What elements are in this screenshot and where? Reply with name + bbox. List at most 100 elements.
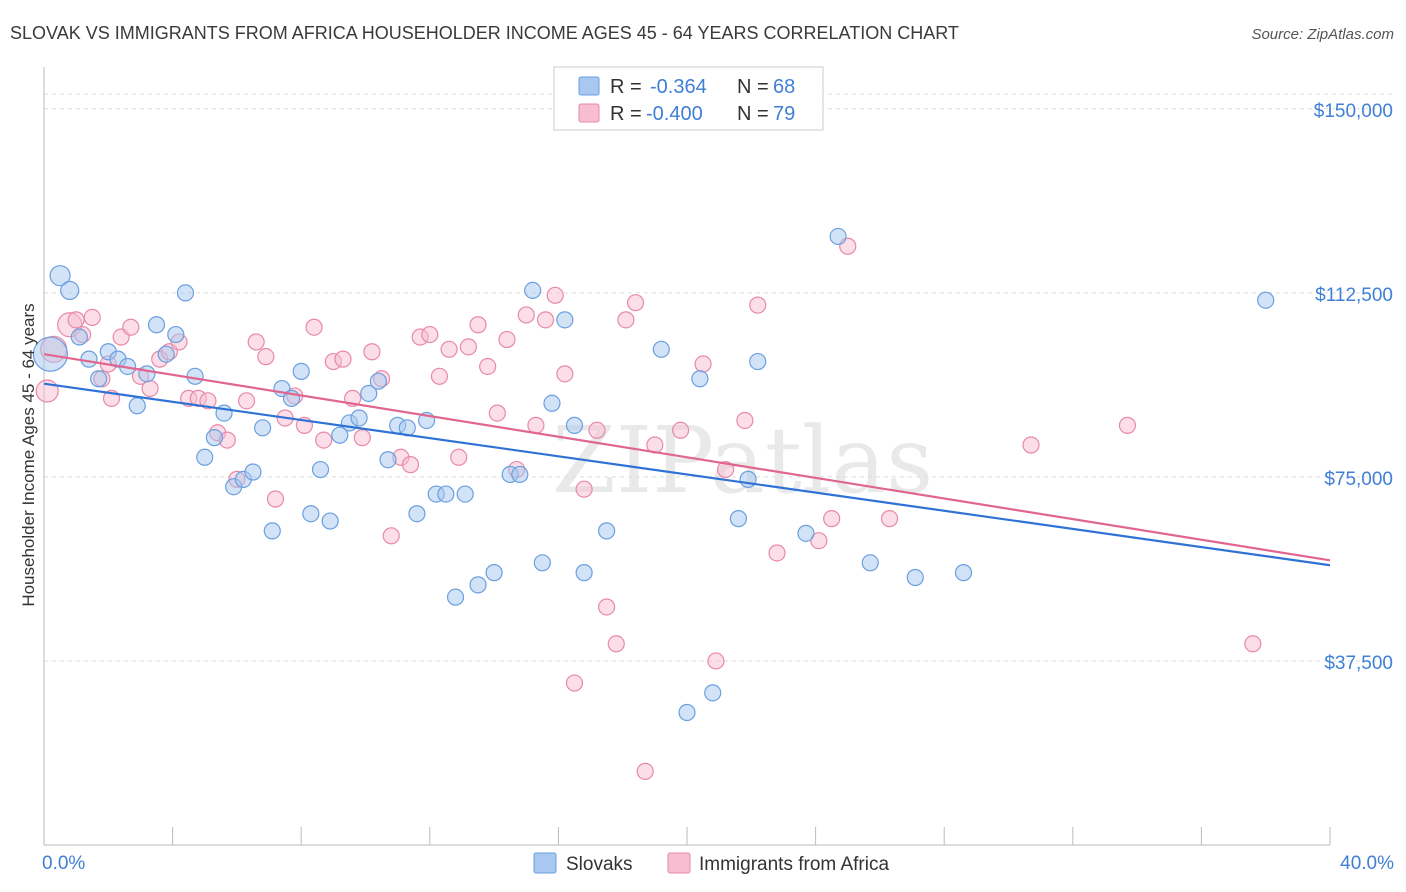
point-africa-69 bbox=[768, 544, 786, 562]
point-slovaks-38 bbox=[408, 505, 426, 523]
chart-source: Source: ZipAtlas.com bbox=[1251, 26, 1394, 43]
legend-swatch-africa bbox=[578, 103, 600, 123]
point-slovaks-50 bbox=[543, 394, 561, 412]
point-africa-71 bbox=[823, 510, 841, 528]
point-africa-42 bbox=[450, 448, 468, 466]
y-tick-label-2: $112,500 bbox=[1315, 285, 1393, 306]
point-africa-27 bbox=[305, 318, 323, 336]
point-africa-56 bbox=[588, 421, 606, 439]
point-africa-41 bbox=[440, 340, 458, 358]
point-slovaks-13 bbox=[167, 325, 185, 344]
axes bbox=[43, 67, 1331, 846]
legend-n-value-slovaks: 68 bbox=[773, 76, 795, 98]
point-slovaks-16 bbox=[196, 448, 214, 466]
point-africa-54 bbox=[565, 674, 584, 692]
point-slovaks-26 bbox=[292, 362, 310, 380]
point-africa-45 bbox=[479, 357, 497, 376]
point-africa-64 bbox=[694, 355, 712, 373]
legend-n-value-africa: 79 bbox=[773, 103, 795, 125]
point-slovaks-57 bbox=[691, 370, 709, 388]
point-slovaks-59 bbox=[729, 510, 748, 528]
point-africa-60 bbox=[626, 294, 645, 312]
point-slovaks-49 bbox=[533, 554, 551, 572]
point-slovaks-45 bbox=[485, 564, 503, 582]
point-slovaks-10 bbox=[138, 365, 156, 383]
point-slovaks-27 bbox=[302, 505, 320, 523]
legend-swatch-slovaks bbox=[578, 76, 600, 96]
y-axis-label: Householder Income Ages 45 - 64 years bbox=[19, 303, 38, 606]
point-africa-77 bbox=[67, 311, 85, 329]
point-slovaks-29 bbox=[321, 512, 339, 530]
point-africa-46 bbox=[488, 404, 506, 422]
point-slovaks-65 bbox=[906, 568, 924, 587]
point-slovaks-9 bbox=[128, 397, 146, 415]
point-slovaks-30 bbox=[331, 426, 349, 444]
y-tick-label-1: $75,000 bbox=[1324, 469, 1393, 490]
point-africa-74 bbox=[1022, 436, 1040, 454]
point-africa-76 bbox=[1244, 635, 1262, 653]
point-slovaks-64 bbox=[861, 554, 879, 572]
point-slovaks-1 bbox=[49, 265, 71, 287]
point-africa-47 bbox=[498, 330, 516, 349]
stats-legend: R = -0.364 N = 68 R = -0.400 N = 79 bbox=[553, 66, 824, 131]
point-slovaks-63 bbox=[829, 227, 847, 246]
point-africa-35 bbox=[382, 527, 400, 545]
point-slovaks-35 bbox=[379, 451, 397, 469]
bottom-legend-label-slovaks: Slovaks bbox=[566, 854, 633, 875]
bottom-legend-swatch-slovaks bbox=[533, 852, 557, 874]
point-africa-61 bbox=[636, 762, 654, 780]
point-africa-33 bbox=[363, 343, 381, 361]
point-africa-30 bbox=[334, 350, 352, 368]
point-slovaks-15 bbox=[186, 367, 204, 385]
point-africa-65 bbox=[707, 652, 725, 670]
point-slovaks-62 bbox=[797, 524, 815, 542]
point-africa-67 bbox=[736, 411, 754, 430]
point-slovaks-34 bbox=[369, 372, 387, 390]
point-slovaks-3 bbox=[70, 328, 88, 346]
point-africa-57 bbox=[598, 598, 616, 616]
legend-r-label-slovaks: R = bbox=[610, 76, 642, 98]
point-africa-50 bbox=[527, 416, 545, 434]
chart-title: SLOVAK VS IMMIGRANTS FROM AFRICA HOUSEHO… bbox=[10, 23, 959, 43]
bottom-legend-label-africa: Immigrants from Africa bbox=[699, 854, 889, 875]
point-slovaks-47 bbox=[511, 465, 529, 484]
point-slovaks-66 bbox=[954, 564, 973, 582]
point-africa-49 bbox=[517, 306, 535, 324]
point-africa-22 bbox=[257, 348, 275, 366]
point-slovaks-55 bbox=[652, 340, 670, 358]
point-africa-32 bbox=[353, 429, 371, 447]
point-africa-53 bbox=[556, 365, 574, 383]
point-slovaks-33 bbox=[360, 384, 378, 403]
point-africa-16 bbox=[199, 392, 217, 410]
point-africa-66 bbox=[716, 460, 735, 479]
legend-n-label-africa: N = bbox=[737, 103, 769, 125]
gridlines bbox=[44, 93, 1394, 662]
point-africa-63 bbox=[671, 421, 690, 439]
point-africa-55 bbox=[575, 480, 593, 498]
point-africa-73 bbox=[880, 510, 899, 528]
point-slovaks-67 bbox=[1257, 291, 1275, 309]
point-africa-44 bbox=[469, 316, 487, 334]
point-africa-4 bbox=[83, 308, 101, 326]
point-africa-40 bbox=[430, 367, 449, 385]
point-africa-68 bbox=[749, 296, 767, 314]
series-slovaks bbox=[32, 227, 1275, 722]
bottom-legend-swatch-africa bbox=[667, 852, 691, 874]
point-slovaks-54 bbox=[598, 522, 616, 540]
y-tick-label-0: $37,500 bbox=[1324, 653, 1393, 674]
point-slovaks-28 bbox=[311, 460, 330, 479]
point-africa-37 bbox=[401, 456, 420, 474]
legend-r-label-africa: R = bbox=[610, 103, 642, 125]
point-africa-59 bbox=[617, 311, 635, 329]
point-slovaks-48 bbox=[524, 281, 542, 300]
point-slovaks-51 bbox=[556, 311, 574, 329]
point-slovaks-23 bbox=[263, 522, 281, 540]
point-africa-39 bbox=[421, 325, 439, 344]
point-slovaks-53 bbox=[575, 564, 593, 582]
series-legend: Slovaks Immigrants from Africa bbox=[533, 852, 889, 875]
legend-n-label-slovaks: N = bbox=[737, 76, 769, 98]
point-africa-58 bbox=[607, 635, 625, 653]
point-slovaks-2 bbox=[60, 280, 80, 301]
point-africa-75 bbox=[1118, 416, 1137, 434]
